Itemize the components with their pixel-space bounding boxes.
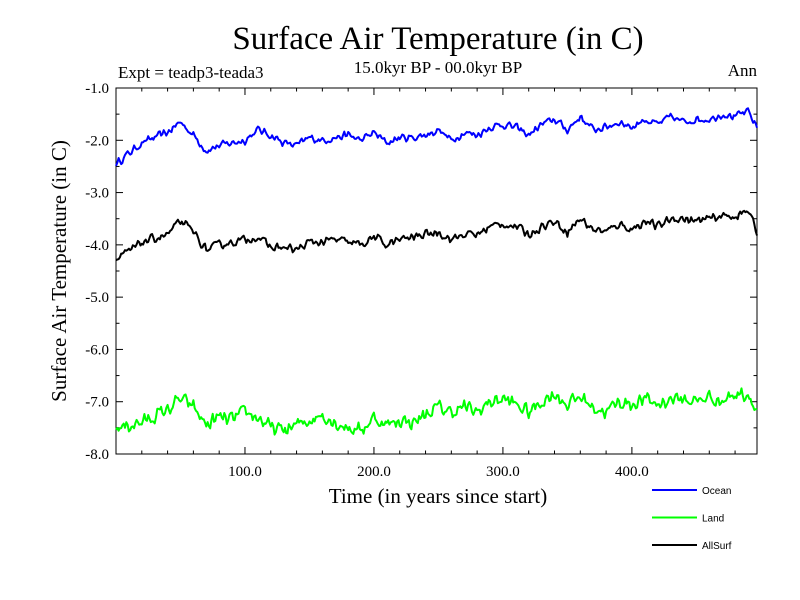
y-tick-label: -1.0 [85, 81, 109, 97]
y-tick-label: -2.0 [85, 133, 109, 149]
x-tick-label: 100.0 [228, 464, 262, 480]
y-tick-label: -8.0 [85, 447, 109, 463]
y-tick-label: -7.0 [85, 395, 109, 411]
legend-label-allsurf: AllSurf [702, 541, 732, 552]
plot-frame [115, 87, 758, 455]
plot-area [115, 107, 758, 436]
period-label: 15.0kyr BP - 00.0kyr BP [354, 58, 522, 77]
y-axis-label: Surface Air Temperature (in C) [47, 140, 71, 402]
x-axis: 100.0 200.0 300.0 400.0 [141, 88, 736, 480]
y-tick-label: -5.0 [85, 290, 109, 306]
x-tick-label: 400.0 [615, 464, 649, 480]
x-tick-label: 200.0 [357, 464, 391, 480]
experiment-label: Expt = teadp3-teada3 [118, 63, 264, 82]
x-tick-label: 300.0 [486, 464, 520, 480]
series-line-allsurf [115, 209, 758, 262]
legend: Ocean Land AllSurf [652, 486, 732, 552]
y-axis: -1.0 -2.0 -3.0 -4.0 -5.0 -6.0 -7.0 -8.0 [85, 81, 757, 463]
y-tick-label: -4.0 [85, 238, 109, 254]
season-label: Ann [728, 61, 758, 80]
y-tick-label: -3.0 [85, 186, 109, 202]
chart-title: Surface Air Temperature (in C) [232, 21, 643, 57]
y-tick-label: -6.0 [85, 342, 109, 358]
legend-label-land: Land [702, 514, 724, 525]
legend-label-ocean: Ocean [702, 486, 731, 497]
series-line-land [115, 387, 758, 436]
x-axis-label: Time (in years since start) [329, 484, 548, 508]
series-line-ocean [115, 107, 758, 167]
